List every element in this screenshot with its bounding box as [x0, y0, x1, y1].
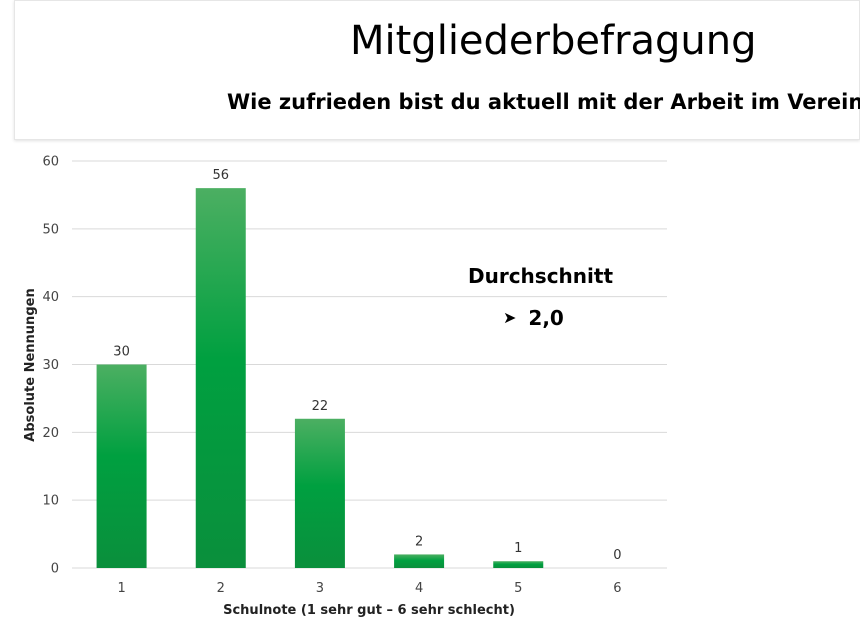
x-tick-label: 2: [217, 581, 225, 596]
data-label: 0: [613, 548, 621, 563]
y-tick-label: 10: [42, 494, 59, 509]
data-label: 1: [514, 541, 522, 556]
gridlines: [72, 160, 667, 569]
average-row: ➤ 2,0: [503, 306, 564, 330]
arrowhead-bullet-icon: ➤: [503, 308, 517, 327]
data-label: 2: [415, 534, 423, 549]
y-axis-ticks: 0 10 20 30 40 50 60: [42, 155, 59, 577]
bar: [96, 364, 147, 568]
x-axis-ticks: 1 2 3 4 5 6: [117, 581, 621, 596]
average-label: Durchschnitt: [468, 264, 614, 288]
page-title: Mitgliederbefragung: [350, 18, 757, 64]
average-value: 2,0: [528, 306, 564, 330]
bar: [493, 561, 544, 568]
y-tick-label: 50: [42, 222, 59, 237]
y-tick-label: 30: [42, 358, 59, 373]
data-label: 56: [212, 168, 229, 183]
bar: [294, 418, 345, 568]
bar: [394, 554, 445, 568]
x-tick-label: 3: [316, 581, 324, 596]
survey-question: Wie zufrieden bist du aktuell mit der Ar…: [227, 90, 860, 114]
data-label: 30: [113, 345, 130, 360]
x-axis-title: Schulnote (1 sehr gut – 6 sehr schlecht): [223, 603, 515, 618]
x-tick-label: 1: [117, 581, 125, 596]
data-label: 22: [312, 399, 329, 414]
x-tick-label: 5: [514, 581, 522, 596]
bars: [96, 188, 544, 568]
y-axis-title: Absolute Nennungen: [23, 288, 38, 441]
x-tick-label: 4: [415, 581, 423, 596]
bar: [195, 188, 246, 568]
x-tick-label: 6: [613, 581, 621, 596]
y-tick-label: 60: [42, 155, 59, 170]
y-tick-label: 0: [51, 562, 59, 577]
y-tick-label: 40: [42, 290, 59, 305]
y-tick-label: 20: [42, 426, 59, 441]
title-panel: [14, 0, 860, 140]
